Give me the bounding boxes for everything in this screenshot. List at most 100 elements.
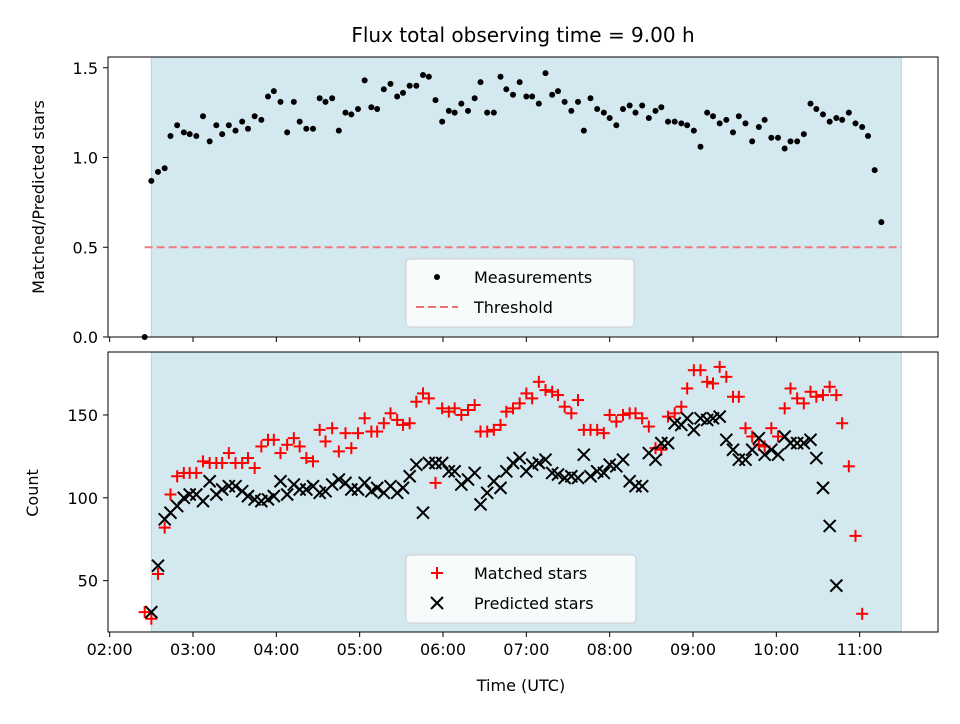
measurement-point xyxy=(652,107,659,114)
measurement-point xyxy=(626,102,633,109)
measurement-point xyxy=(555,88,561,95)
top-y-tick-label: 0.5 xyxy=(73,238,98,257)
measurement-point xyxy=(400,89,406,96)
matched-star-point xyxy=(778,402,791,415)
matched-star-point xyxy=(248,461,261,474)
matched-star-point xyxy=(532,375,545,388)
matched-star-point xyxy=(164,488,177,501)
measurement-point xyxy=(394,93,401,100)
x-tick-label: 03:00 xyxy=(170,640,216,659)
predicted-star-point xyxy=(635,479,649,493)
matched-star-point xyxy=(197,455,209,468)
predicted-star-point xyxy=(402,469,417,483)
measurement-point xyxy=(516,79,523,86)
measurement-point xyxy=(826,118,833,125)
measurement-point xyxy=(878,219,885,226)
predicted-star-point xyxy=(454,477,469,492)
measurement-point xyxy=(406,82,413,89)
bottom-y-tick-label: 50 xyxy=(78,572,98,591)
matched-star-point xyxy=(526,392,539,405)
matched-star-point xyxy=(565,407,578,420)
predicted-star-point xyxy=(571,471,585,485)
predicted-star-point xyxy=(738,452,753,467)
measurement-point xyxy=(575,98,581,105)
measurement-point xyxy=(678,120,685,127)
matched-star-point xyxy=(610,415,623,428)
matched-star-point xyxy=(720,370,733,383)
bottom-y-tick-label: 100 xyxy=(67,489,98,508)
predicted-star-point xyxy=(151,559,165,573)
matched-star-point xyxy=(345,442,358,455)
bottom-axes-frame xyxy=(107,351,939,633)
measurement-point xyxy=(270,88,277,95)
predicted-star-point xyxy=(228,479,243,493)
matched-star-point xyxy=(642,420,655,433)
measurement-point xyxy=(322,98,329,105)
measurement-point xyxy=(245,125,251,132)
measurement-point xyxy=(425,73,432,80)
matched-star-point xyxy=(500,405,513,418)
matched-star-point xyxy=(597,427,610,440)
top-panel: 0.0 0.5 1.0 1.5 Flux total observing time =… xyxy=(29,23,939,347)
predicted-star-point xyxy=(357,476,372,490)
measurement-point xyxy=(219,131,226,138)
predicted-star-point xyxy=(332,472,346,487)
measurement-point xyxy=(716,120,723,127)
measurement-point xyxy=(296,118,303,125)
matched-star-point xyxy=(274,447,287,460)
measurement-point xyxy=(420,71,426,78)
matched-star-point xyxy=(332,445,345,458)
matched-star-point xyxy=(707,377,719,390)
bottom-y-tick-label: 150 xyxy=(67,406,98,425)
measurement-point xyxy=(542,70,549,77)
measurement-point xyxy=(865,132,871,139)
predicted-star-point xyxy=(447,464,462,478)
predicted-star-point xyxy=(719,433,734,447)
legend-threshold-label: Threshold xyxy=(473,298,553,317)
measurement-point xyxy=(742,120,749,127)
predicted-star-point xyxy=(416,506,430,520)
measurement-point xyxy=(665,118,671,125)
x-tick-label: 08:00 xyxy=(587,640,633,659)
predicted-star-point xyxy=(771,448,785,462)
measurement-point xyxy=(839,116,846,123)
matched-star-point xyxy=(371,425,384,438)
predicted-star-point xyxy=(757,448,772,462)
predicted-star-point xyxy=(480,486,494,500)
top-y-tick-label: 1.0 xyxy=(73,149,98,168)
matched-star-point xyxy=(358,412,371,425)
matched-star-point xyxy=(171,470,184,483)
matched-star-point xyxy=(448,402,461,415)
matched-star-point xyxy=(397,418,409,431)
matched-star-point xyxy=(617,408,629,421)
measurement-point xyxy=(258,116,265,123)
measurement-point xyxy=(697,143,704,150)
measurement-point xyxy=(497,73,504,80)
measurement-point xyxy=(335,127,342,134)
predicted-star-point xyxy=(202,474,217,488)
predicted-star-point xyxy=(370,481,384,495)
measurement-point xyxy=(193,132,200,139)
measurement-point xyxy=(458,100,465,107)
matched-star-point xyxy=(267,433,280,446)
measurement-point xyxy=(413,82,420,89)
matched-star-point xyxy=(326,422,339,435)
measurement-point xyxy=(316,95,323,102)
matched-star-point xyxy=(352,427,364,440)
measurement-point xyxy=(561,98,568,105)
matched-star-point xyxy=(494,418,507,431)
predicted-star-point xyxy=(726,443,740,457)
measurement-point xyxy=(632,109,639,116)
bottom-legend-box xyxy=(405,554,637,624)
top-axis-ticks: 0.0 0.5 1.0 1.5 xyxy=(73,59,861,347)
matched-star-point xyxy=(319,435,332,448)
x-tick-label: 04:00 xyxy=(253,640,299,659)
predicted-star-point xyxy=(170,499,184,513)
predicted-star-point xyxy=(532,456,546,470)
matched-star-point xyxy=(339,427,352,440)
top-y-axis-label: Matched/Predicted stars xyxy=(29,100,48,294)
measurement-point xyxy=(723,116,730,123)
matched-star-point xyxy=(384,407,397,420)
measurement-point xyxy=(781,145,788,152)
x-tick-label: 11:00 xyxy=(837,640,883,659)
